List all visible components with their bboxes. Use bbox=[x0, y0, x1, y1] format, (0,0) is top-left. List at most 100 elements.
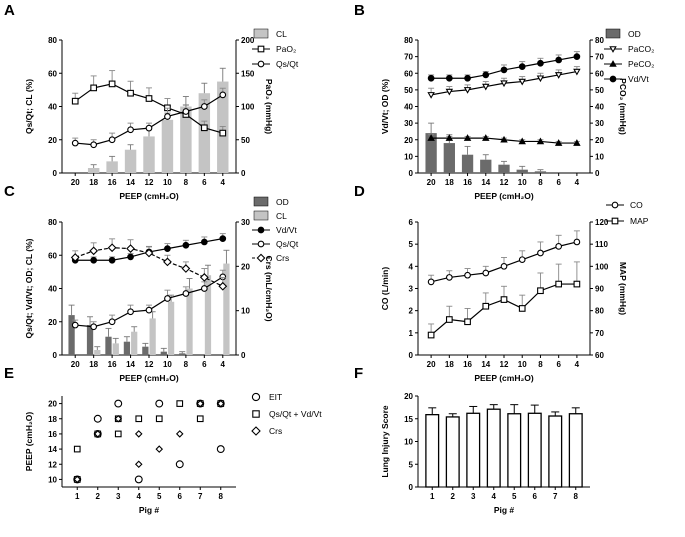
y-tick-label: 80 bbox=[404, 36, 413, 45]
y-tick-label: 15 bbox=[404, 415, 413, 424]
point-qs-qt bbox=[164, 295, 171, 302]
point-crs bbox=[155, 445, 164, 453]
point-map bbox=[464, 318, 471, 326]
point-eit bbox=[134, 475, 143, 484]
bar-od bbox=[461, 154, 474, 173]
y-tick-label: 0 bbox=[409, 483, 414, 492]
legend-swatch-cl bbox=[253, 28, 269, 39]
chart-panel-b: 0 10 20 30 40 50 60 70 80 0 10 20 30 40 50 60 70 80 PCO₂ (… bbox=[380, 28, 654, 201]
point-paco bbox=[573, 68, 581, 76]
y-tick-label: 16 bbox=[48, 430, 57, 439]
point-crs bbox=[163, 257, 172, 267]
point-crs bbox=[196, 399, 205, 408]
bar-od bbox=[179, 353, 186, 355]
y-right-tick-label: 20 bbox=[241, 262, 250, 271]
x-tick-label: 8 bbox=[538, 178, 543, 187]
y-tick-label: 2 bbox=[409, 307, 414, 316]
x-tick-label: 20 bbox=[427, 178, 436, 187]
point-map bbox=[537, 287, 544, 295]
bar-lung-injury-score bbox=[548, 415, 563, 488]
bar-od bbox=[425, 133, 437, 173]
x-tick-label: 8 bbox=[184, 360, 189, 369]
legend-marker-pao bbox=[257, 45, 265, 53]
y-right-tick-label: 30 bbox=[241, 218, 250, 227]
bar-lung-injury-score bbox=[568, 413, 583, 488]
y-axis-right-title: PaO₂ (mmHg) bbox=[264, 79, 274, 134]
y-right-tick-label: 70 bbox=[595, 53, 604, 62]
y-tick-label: 10 bbox=[404, 152, 413, 161]
x-tick-label: 6 bbox=[202, 178, 207, 187]
legend-label-qs-qt: Qs/Qt bbox=[276, 59, 299, 69]
x-tick-label: 8 bbox=[574, 492, 579, 501]
point-vd-vt bbox=[108, 256, 116, 264]
x-tick-label: 2 bbox=[96, 492, 101, 501]
bar-lung-injury-score bbox=[486, 408, 501, 488]
legend-marker-paco bbox=[609, 46, 617, 53]
point-vd-vt bbox=[200, 238, 208, 246]
x-tick-label: 4 bbox=[137, 492, 142, 501]
bar-cl bbox=[106, 161, 118, 173]
bar-lung-injury-score bbox=[445, 416, 460, 488]
x-tick-label: 1 bbox=[75, 492, 80, 501]
x-tick-label: 4 bbox=[492, 492, 497, 501]
point-pao bbox=[219, 129, 227, 137]
legend-marker-crs bbox=[256, 253, 266, 263]
x-tick-label: 6 bbox=[178, 492, 183, 501]
legend-label-map: MAP bbox=[630, 216, 649, 226]
bar-cl bbox=[180, 106, 192, 173]
point-eit bbox=[216, 445, 225, 454]
point-qs-qt bbox=[90, 323, 98, 331]
bar-cl bbox=[143, 136, 155, 173]
point-qs-qt-vd-vt bbox=[196, 415, 204, 423]
legend-marker-qs-qt bbox=[257, 60, 265, 68]
bar-cl bbox=[94, 350, 101, 355]
point-map bbox=[445, 316, 453, 323]
x-tick-label: 3 bbox=[116, 492, 121, 501]
y-tick-label: 40 bbox=[48, 285, 57, 294]
point-qs-qt bbox=[71, 321, 79, 329]
y-right-tick-label: 50 bbox=[595, 86, 604, 95]
bar-od bbox=[498, 164, 510, 173]
legend-label-vd-vt: Vd/Vt bbox=[276, 225, 297, 235]
point-peco bbox=[445, 134, 454, 141]
legend-label-peco: PeCO₂ bbox=[628, 59, 654, 69]
y-axis-title: Qs/Qt; CL (%) bbox=[24, 79, 34, 134]
y-tick-label: 40 bbox=[404, 103, 413, 112]
x-tick-label: 3 bbox=[471, 492, 476, 501]
legend-label-crs: Crs bbox=[269, 426, 282, 436]
point-crs bbox=[134, 460, 143, 469]
y-right-tick-label: 50 bbox=[241, 136, 250, 145]
legend-label-qs-qt-vd-vt: Qs/Qt + Vd/Vt bbox=[269, 409, 322, 419]
point-vd-vt bbox=[182, 241, 190, 249]
legend-label-vd-vt: Vd/Vt bbox=[628, 74, 649, 84]
y-right-tick-label: 80 bbox=[595, 36, 604, 45]
point-co bbox=[427, 278, 435, 286]
y-tick-label: 20 bbox=[48, 136, 57, 145]
legend-marker-crs bbox=[251, 426, 261, 436]
point-peco bbox=[518, 137, 526, 145]
point-co bbox=[464, 271, 471, 279]
point-qs-qt bbox=[145, 124, 153, 132]
y-right-tick-label: 0 bbox=[595, 169, 600, 178]
point-pao bbox=[71, 97, 79, 105]
y-axis-right-title: Crs (mL/cmH₂O) bbox=[264, 255, 274, 321]
point-co bbox=[518, 256, 526, 264]
y-tick-label: 5 bbox=[409, 460, 414, 469]
y-right-tick-label: 150 bbox=[241, 69, 255, 78]
x-tick-label: 8 bbox=[538, 360, 543, 369]
point-co bbox=[445, 274, 453, 281]
point-pao bbox=[90, 84, 98, 92]
y-right-tick-label: 10 bbox=[595, 152, 604, 161]
point-pao bbox=[145, 95, 153, 102]
y-tick-label: 60 bbox=[48, 69, 57, 78]
y-tick-label: 12 bbox=[48, 460, 57, 469]
panel-label-f: F bbox=[354, 365, 363, 382]
y-tick-label: 4 bbox=[409, 262, 414, 271]
bar-cl bbox=[149, 318, 156, 355]
point-co bbox=[555, 243, 563, 250]
x-tick-label: 12 bbox=[500, 178, 509, 187]
x-tick-label: 18 bbox=[89, 360, 98, 369]
y-tick-label: 40 bbox=[48, 103, 57, 112]
point-peco bbox=[573, 139, 581, 146]
x-tick-label: 6 bbox=[202, 360, 207, 369]
